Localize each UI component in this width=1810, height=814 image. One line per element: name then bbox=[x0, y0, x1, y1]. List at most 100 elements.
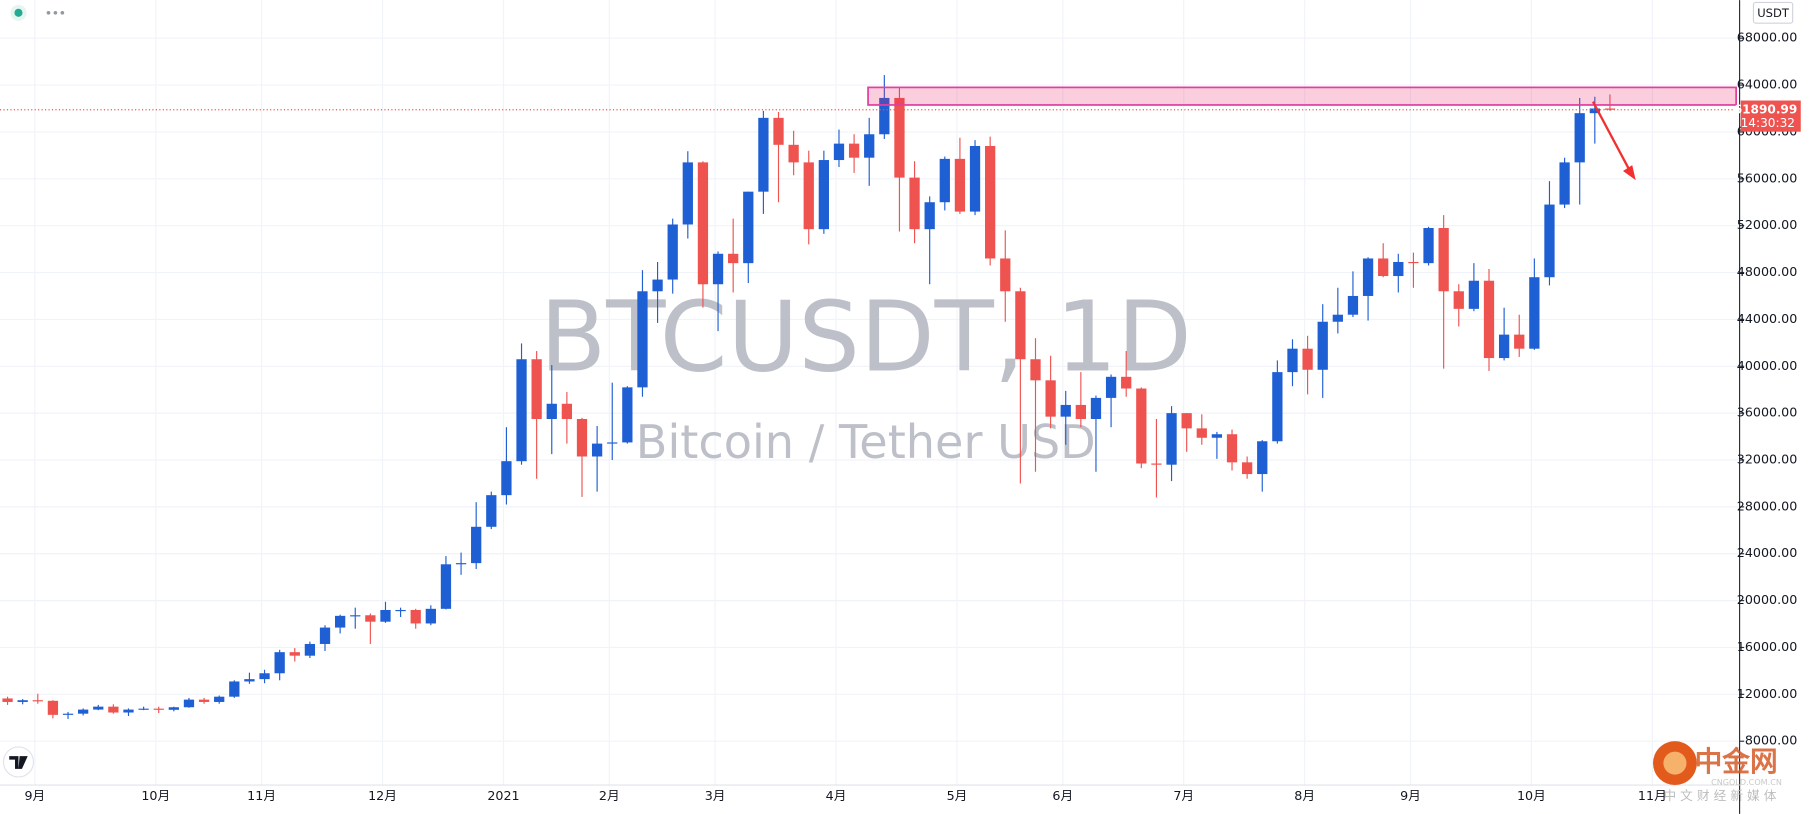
candle-body bbox=[380, 609, 391, 622]
candle-body bbox=[894, 97, 905, 178]
candle-body bbox=[1166, 413, 1177, 465]
candle-body bbox=[1181, 413, 1192, 429]
candle-body bbox=[848, 143, 860, 158]
menu-dots[interactable] bbox=[46, 10, 65, 15]
arrow-head bbox=[1622, 165, 1636, 181]
candle-body bbox=[1362, 258, 1374, 296]
y-tick-label: 32000.00 bbox=[1737, 452, 1798, 467]
y-tick-label: 52000.00 bbox=[1737, 217, 1798, 232]
candle-body bbox=[138, 708, 149, 710]
logo-tagline: 中 文 财 经 新 媒 体 bbox=[1663, 788, 1776, 803]
candle-body bbox=[1060, 404, 1071, 417]
currency-box[interactable] bbox=[1752, 1, 1794, 24]
candle-body bbox=[833, 143, 845, 161]
candle-body bbox=[334, 615, 346, 628]
candle-body bbox=[1287, 348, 1298, 373]
candle-body bbox=[32, 700, 43, 702]
watermark-subtitle: Bitcoin / Tether USD bbox=[636, 415, 1096, 469]
candle-body bbox=[153, 708, 164, 710]
candle-body bbox=[728, 253, 739, 264]
candle-body bbox=[244, 679, 255, 682]
y-tick-label: 20000.00 bbox=[1737, 592, 1798, 607]
x-tick-label: 8月 bbox=[1294, 788, 1315, 803]
candle-body bbox=[1302, 348, 1313, 370]
candle-body bbox=[410, 609, 421, 624]
candle-body bbox=[1529, 277, 1540, 349]
candle-body bbox=[788, 144, 799, 163]
x-tick-label: 6月 bbox=[1052, 788, 1073, 803]
candle-body bbox=[289, 652, 300, 656]
candle-body bbox=[1559, 162, 1570, 205]
candle-body bbox=[576, 418, 588, 457]
candle-body bbox=[1317, 321, 1328, 370]
candle-body bbox=[274, 652, 285, 674]
x-tick-label: 9月 bbox=[24, 788, 45, 803]
x-tick-label: 2月 bbox=[599, 788, 620, 803]
candle-body bbox=[47, 700, 59, 715]
candle-body bbox=[229, 681, 240, 697]
candle-body bbox=[546, 403, 557, 419]
candle-body bbox=[1378, 258, 1389, 277]
candle-body bbox=[304, 643, 316, 656]
candle-body bbox=[108, 706, 119, 713]
candle-body bbox=[591, 443, 603, 457]
candle-body bbox=[1257, 441, 1268, 475]
candle-body bbox=[758, 117, 769, 192]
countdown-label: 14:30:32 bbox=[1741, 116, 1795, 130]
candle-body bbox=[62, 713, 74, 715]
candle-body bbox=[939, 158, 950, 203]
currency-label[interactable]: USDT bbox=[1757, 6, 1790, 20]
candle-body bbox=[1121, 376, 1132, 389]
candle-body bbox=[607, 442, 618, 444]
candle-body bbox=[1030, 359, 1041, 381]
x-tick-label: 3月 bbox=[705, 788, 726, 803]
candle-body bbox=[1015, 291, 1026, 360]
candle-body bbox=[1196, 428, 1207, 438]
last-price-label: 61890.99 bbox=[1734, 102, 1798, 116]
y-tick-label: 44000.00 bbox=[1737, 311, 1798, 326]
y-tick-label: 36000.00 bbox=[1737, 405, 1798, 420]
tv-logo[interactable] bbox=[9, 756, 28, 769]
candle-body bbox=[1544, 204, 1555, 278]
x-tick-label: 7月 bbox=[1173, 788, 1194, 803]
candle-body bbox=[1090, 397, 1102, 419]
x-tick-label: 11月 bbox=[1638, 788, 1667, 803]
candle-body bbox=[1514, 334, 1525, 349]
candle-body bbox=[123, 709, 134, 713]
candle-body bbox=[198, 699, 210, 702]
candle-body bbox=[78, 709, 89, 714]
candle-body bbox=[17, 700, 28, 702]
candle-body bbox=[214, 696, 225, 702]
x-tick-label: 5月 bbox=[947, 788, 968, 803]
candle-body bbox=[924, 202, 935, 230]
candle-body bbox=[818, 160, 830, 230]
x-tick-label: 4月 bbox=[826, 788, 847, 803]
candle-body bbox=[1408, 261, 1419, 264]
candle-body bbox=[652, 279, 663, 292]
candle-body bbox=[682, 162, 693, 225]
candle-body bbox=[954, 158, 966, 212]
candle-body bbox=[1604, 108, 1616, 110]
candle-body bbox=[879, 97, 890, 135]
candle-body bbox=[395, 609, 406, 612]
candle-body bbox=[909, 177, 920, 230]
candle-body bbox=[697, 162, 709, 285]
candle-body bbox=[1453, 291, 1464, 309]
candle-body bbox=[168, 707, 179, 710]
candle-body bbox=[1241, 462, 1253, 475]
candle-body bbox=[1045, 380, 1056, 417]
candle-body bbox=[183, 699, 195, 708]
candle-body bbox=[985, 145, 996, 259]
candle-body bbox=[1136, 388, 1147, 464]
watermark-title: BTCUSDT, 1D bbox=[540, 280, 1192, 393]
candle-body bbox=[667, 224, 678, 280]
logo-name: 中金网 bbox=[1695, 745, 1778, 778]
candle-body bbox=[1498, 334, 1510, 359]
candle-body bbox=[969, 145, 981, 212]
candle-body bbox=[365, 615, 376, 622]
candle-body bbox=[471, 526, 482, 564]
candle-body bbox=[486, 495, 497, 527]
x-tick-label: 11月 bbox=[247, 788, 276, 803]
candle-body bbox=[531, 359, 542, 419]
